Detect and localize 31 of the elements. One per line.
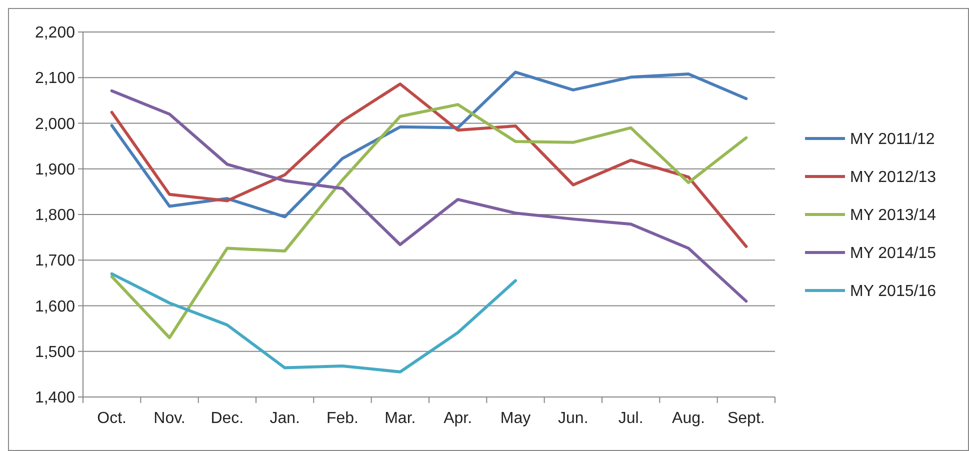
y-tick-label: 2,000	[34, 116, 76, 133]
x-tick-label: Jan.	[270, 410, 300, 427]
y-tick-label: 1,400	[34, 390, 76, 407]
x-tick-label: Feb.	[326, 410, 359, 427]
x-tick-label: Nov.	[154, 410, 186, 427]
y-tick-label: 1,900	[34, 161, 76, 178]
x-tick-label: Aug.	[672, 410, 705, 427]
legend-label: MY 2014/15	[850, 245, 936, 262]
x-tick-label: May	[500, 410, 531, 427]
line-series	[110, 70, 748, 218]
legend-label: MY 2013/14	[850, 207, 936, 224]
y-tick-label: 2,200	[34, 24, 76, 42]
legend-label: MY 2011/12	[850, 131, 935, 148]
y-tick-label: 1,800	[34, 207, 76, 224]
legend-label: MY 2012/13	[850, 169, 936, 186]
x-tick-label: Apr.	[444, 410, 472, 427]
legend-label: MY 2015/16	[850, 283, 936, 300]
x-tick-label: Sept.	[727, 410, 765, 427]
x-tick-label: Jun.	[558, 410, 588, 427]
line-series	[110, 272, 517, 374]
x-tick-label: Jul.	[618, 410, 644, 427]
y-tick-label: 1,600	[34, 298, 76, 316]
y-tick-label: 1,700	[34, 252, 76, 270]
x-tick-label: Oct.	[97, 410, 127, 427]
line-series	[110, 89, 748, 303]
x-tick-label: Dec.	[210, 410, 244, 427]
x-tick-label: Mar.	[384, 410, 416, 427]
y-tick-label: 2,100	[34, 70, 76, 88]
y-tick-label: 1,500	[34, 344, 76, 361]
line-series	[110, 82, 748, 248]
line-series	[110, 103, 748, 340]
